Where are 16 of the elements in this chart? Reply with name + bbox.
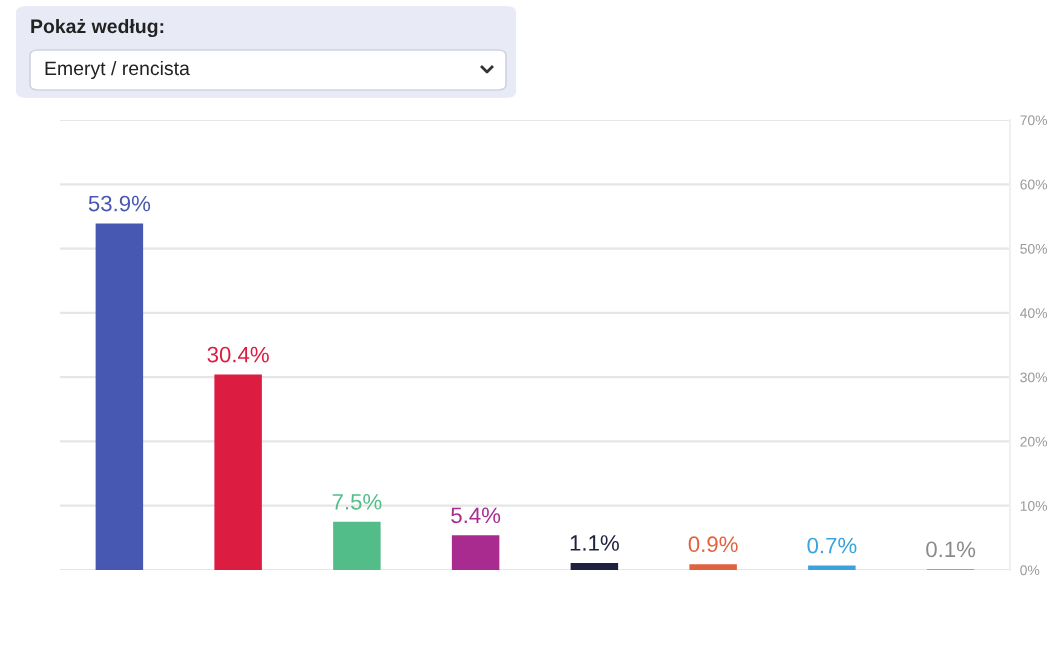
bar	[689, 564, 737, 570]
text: Pokaż według:	[31, 18, 164, 38]
data-label: 30.4%	[207, 346, 269, 363]
data-label: 53.9%	[88, 195, 151, 212]
bar	[570, 562, 619, 570]
bar	[95, 223, 144, 570]
data-label: 0.7%	[807, 537, 857, 554]
bar	[214, 374, 262, 570]
data-label: 7.5%	[332, 494, 382, 510]
text: Emeryt / rencista	[45, 60, 190, 80]
data-label: 0.1%	[926, 541, 976, 558]
data-label: 0.9%	[688, 536, 738, 553]
bar	[451, 535, 500, 570]
data-label: 1.1%	[570, 535, 619, 551]
data-label: 5.4%	[451, 507, 501, 524]
bar	[333, 521, 381, 570]
